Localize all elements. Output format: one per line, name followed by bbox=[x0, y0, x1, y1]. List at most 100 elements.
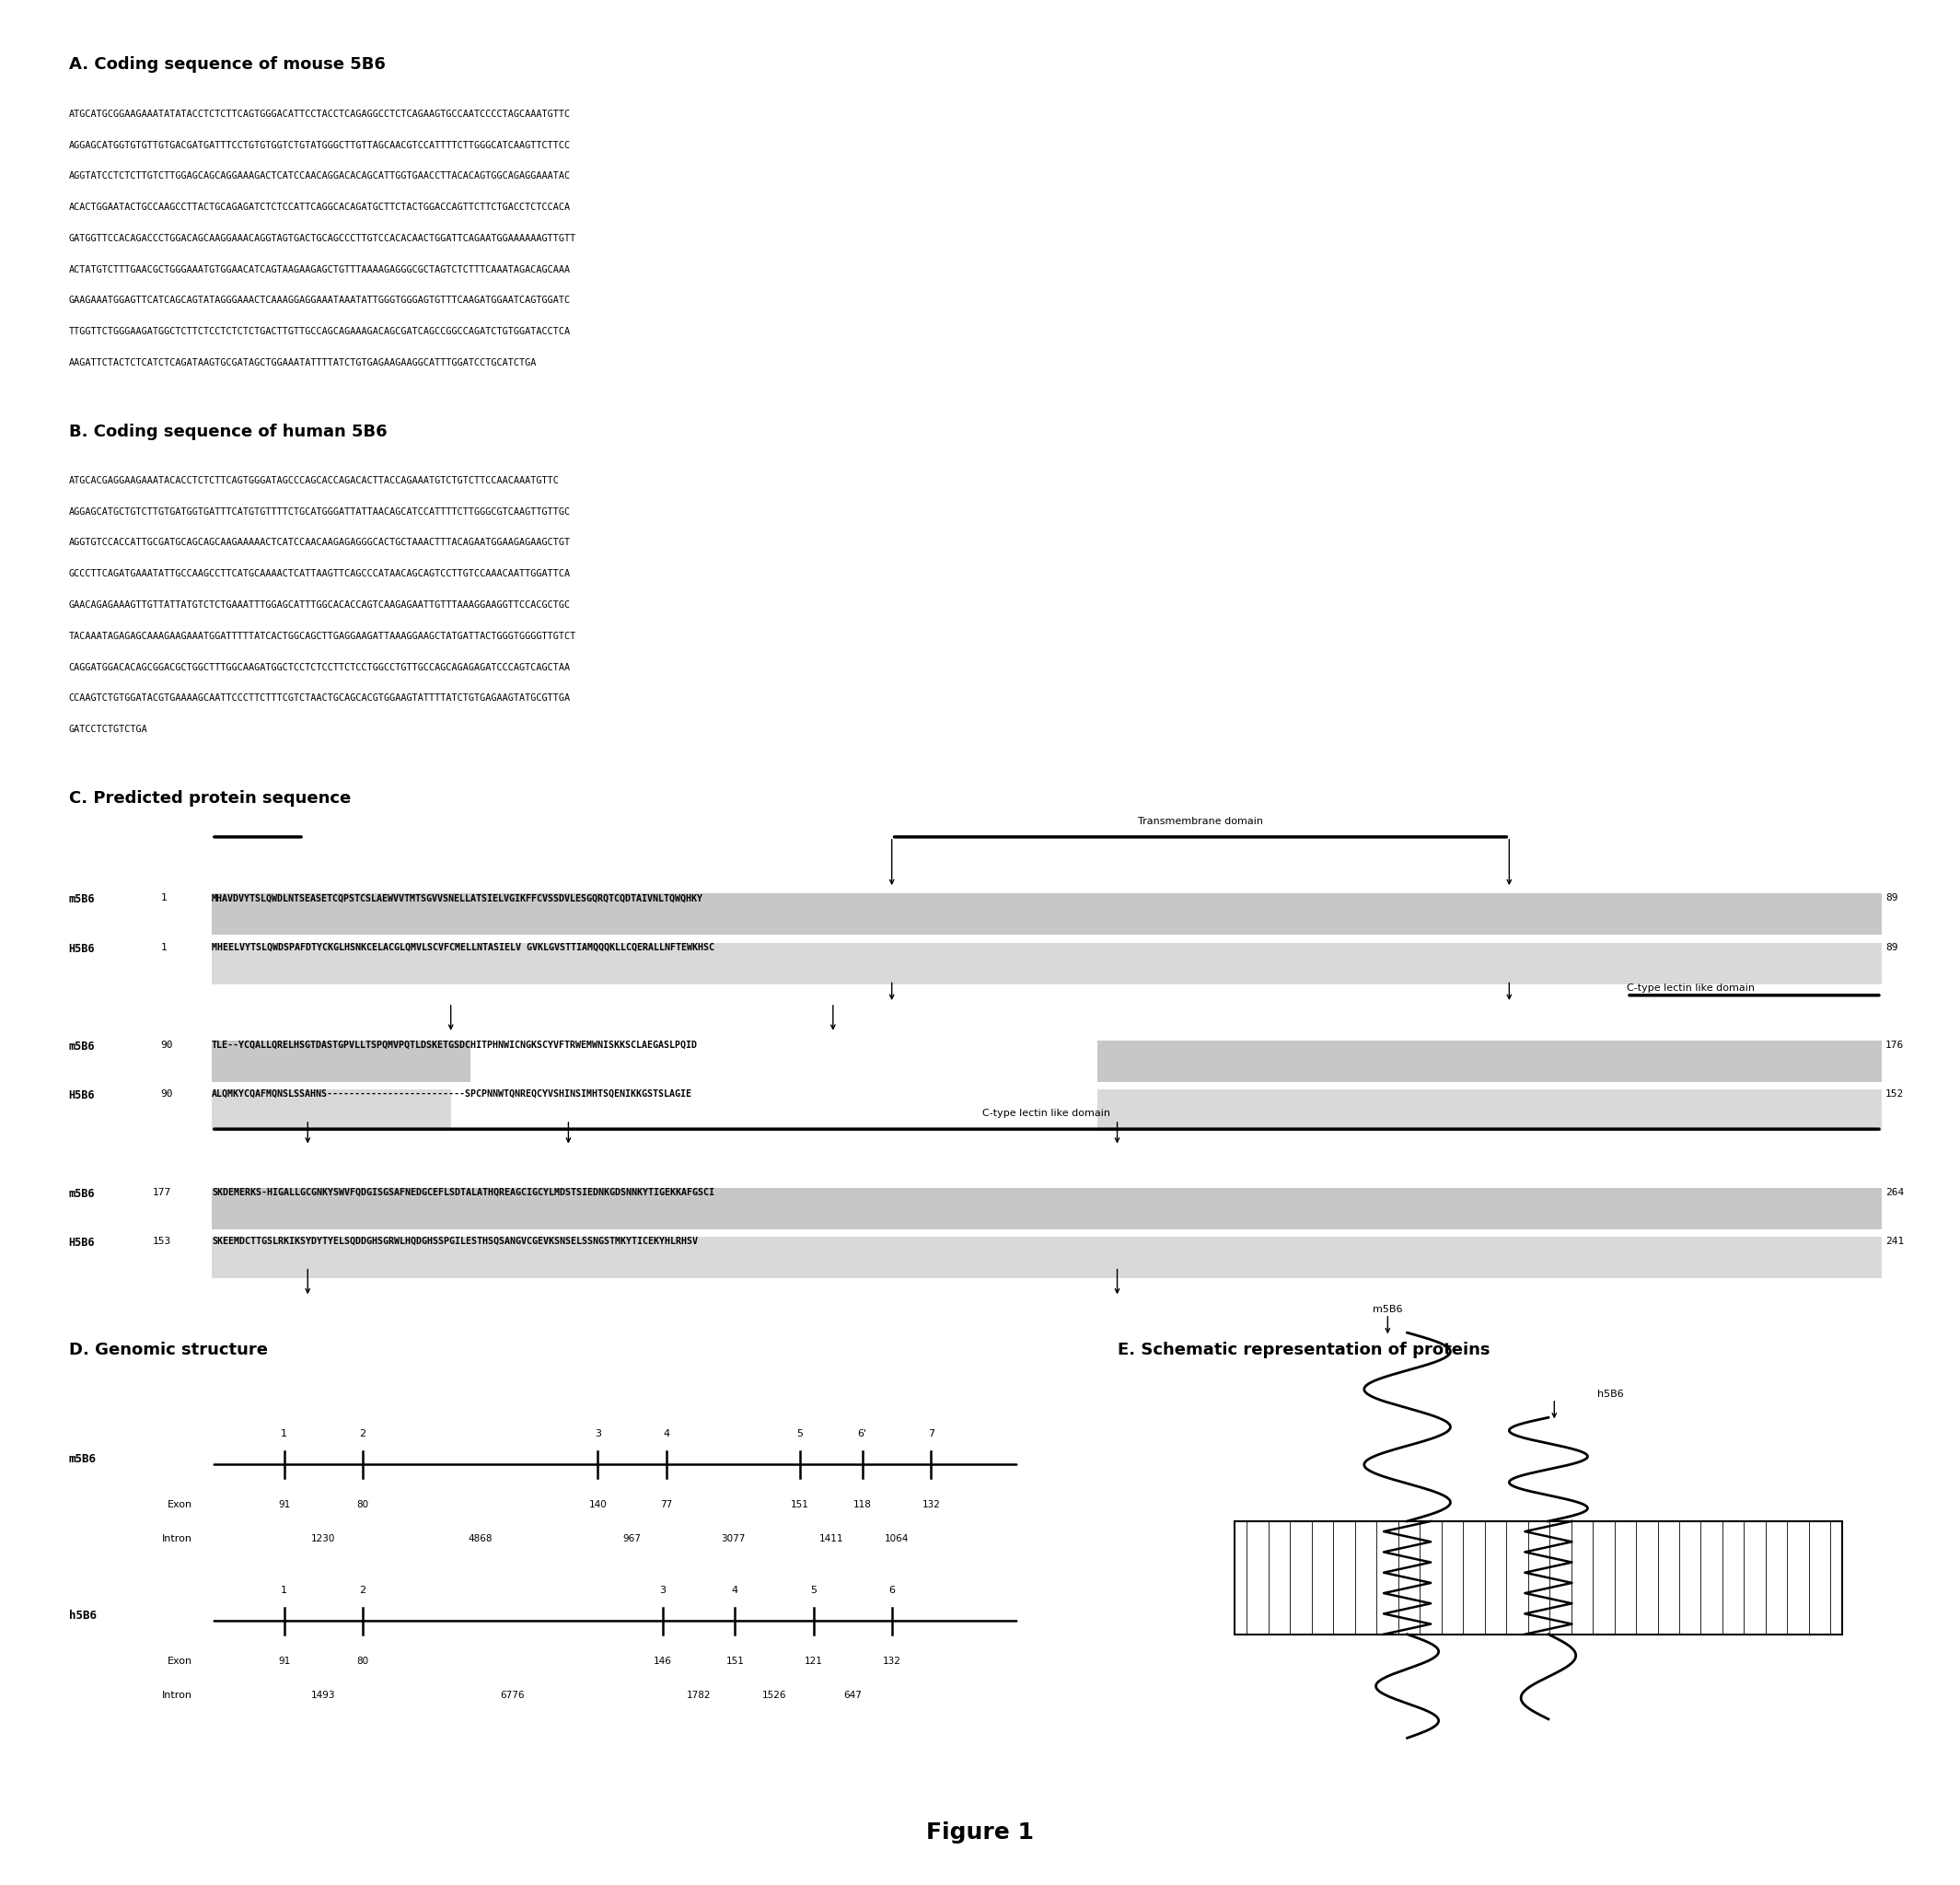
Text: SKEEMDCTTGSLRKIKSYDYTYELSQDDGHSGRWLHQDGHSSPGILESTHSQSANGVCGEVKSNSELSSNGSTMKYTICE: SKEEMDCTTGSLRKIKSYDYTYELSQDDGHSGRWLHQDGH… bbox=[212, 1237, 698, 1246]
Text: TLE--YCQALLQRELHSGTDASTGPVLLTSPQMVPQTLDSKETGSDCHITPHNWICNGKSCYVFTRWEMWNISKKSCLAE: TLE--YCQALLQRELHSGTDASTGPVLLTSPQMVPQTLDS… bbox=[212, 1041, 698, 1050]
Text: 3: 3 bbox=[594, 1429, 602, 1438]
Text: h5B6: h5B6 bbox=[1597, 1389, 1625, 1399]
Text: MHAVDVYTSLQWDLNTSEASETCQPSTCSLAEWVVTMTSGVVSNELLATSIELVGIKFFCVSSDVLESGQRQTCQDTAIV: MHAVDVYTSLQWDLNTSEASETCQPSTCSLAEWVVTMTSG… bbox=[212, 893, 704, 903]
Text: m5B6: m5B6 bbox=[69, 1041, 94, 1052]
Text: AAGATTCTACTCTCATCTCAGATAAGTGCGATAGCTGGAAATATTTTATCTGTGAGAAGAAGGCATTTGGATCCTGCATC: AAGATTCTACTCTCATCTCAGATAAGTGCGATAGCTGGAA… bbox=[69, 358, 537, 368]
Text: 90: 90 bbox=[161, 1041, 172, 1050]
Text: Figure 1: Figure 1 bbox=[927, 1821, 1033, 1844]
Text: 121: 121 bbox=[804, 1657, 823, 1666]
Text: H5B6: H5B6 bbox=[69, 1090, 94, 1101]
Text: Exon: Exon bbox=[167, 1500, 192, 1510]
Text: 146: 146 bbox=[653, 1657, 672, 1666]
Text: 89: 89 bbox=[1886, 942, 1897, 952]
Text: 1: 1 bbox=[161, 893, 167, 903]
Text: 7: 7 bbox=[927, 1429, 935, 1438]
Text: AGGTATCCTCTCTTGTCTTGGAGCAGCAGGAAAGACTCATCCAACAGGACACAGCATTGGTGAACCTTACACAGTGGCAG: AGGTATCCTCTCTTGTCTTGGAGCAGCAGGAAAGACTCAT… bbox=[69, 172, 570, 181]
Text: 91: 91 bbox=[278, 1657, 290, 1666]
Bar bbox=[1235, 1521, 1842, 1634]
Text: 4868: 4868 bbox=[468, 1534, 492, 1544]
Bar bbox=[1098, 1090, 1882, 1131]
Text: 1526: 1526 bbox=[762, 1691, 786, 1700]
Text: 90: 90 bbox=[161, 1090, 172, 1099]
Text: 4: 4 bbox=[662, 1429, 670, 1438]
Text: 2: 2 bbox=[359, 1429, 367, 1438]
Text: E. Schematic representation of proteins: E. Schematic representation of proteins bbox=[1117, 1342, 1490, 1359]
Bar bbox=[212, 893, 1882, 935]
Text: 118: 118 bbox=[853, 1500, 872, 1510]
Text: 153: 153 bbox=[153, 1237, 172, 1246]
Text: 132: 132 bbox=[882, 1657, 902, 1666]
Text: m5B6: m5B6 bbox=[1372, 1304, 1403, 1314]
Text: 3: 3 bbox=[659, 1585, 666, 1595]
Text: 6': 6' bbox=[858, 1429, 866, 1438]
Text: 647: 647 bbox=[843, 1691, 862, 1700]
Text: GATCCTCTGTCTGA: GATCCTCTGTCTGA bbox=[69, 726, 147, 733]
Text: TTGGTTCTGGGAAGATGGCTCTTCTCCTCTCTCTGACTTGTTGCCAGCAGAAAGACAGCGATCAGCCGGCCAGATCTGTG: TTGGTTCTGGGAAGATGGCTCTTCTCCTCTCTCTGACTTG… bbox=[69, 328, 570, 336]
Text: C. Predicted protein sequence: C. Predicted protein sequence bbox=[69, 790, 351, 807]
Text: SKDEMERKS-HIGALLGCGNKYSWVFQDGISGSAFNEDGCEFLSDTALATHQREAGCIGCYLMDSTSIEDNKGDSNNKYT: SKDEMERKS-HIGALLGCGNKYSWVFQDGISGSAFNEDGC… bbox=[212, 1188, 713, 1197]
Bar bbox=[1098, 1041, 1882, 1082]
Bar bbox=[212, 1090, 451, 1131]
Text: Transmembrane domain: Transmembrane domain bbox=[1139, 816, 1262, 826]
Text: h5B6: h5B6 bbox=[69, 1610, 96, 1621]
Text: C-type lectin like domain: C-type lectin like domain bbox=[982, 1108, 1111, 1118]
Text: GCCCTTCAGATGAAATATTGCCAAGCCTTCATGCAAAACTCATTAAGTTCAGCCCATAACAGCAGTCCTTGTCCAAACAA: GCCCTTCAGATGAAATATTGCCAAGCCTTCATGCAAAACT… bbox=[69, 569, 570, 579]
Text: 5: 5 bbox=[796, 1429, 804, 1438]
Text: 132: 132 bbox=[921, 1500, 941, 1510]
Text: H5B6: H5B6 bbox=[69, 942, 94, 954]
Text: H5B6: H5B6 bbox=[69, 1237, 94, 1248]
Text: 77: 77 bbox=[661, 1500, 672, 1510]
Text: 1: 1 bbox=[280, 1585, 288, 1595]
Text: 91: 91 bbox=[278, 1500, 290, 1510]
Text: 6: 6 bbox=[888, 1585, 896, 1595]
Text: MHEELVYTSLQWDSPAFDTYCKGLHSNKCELACGLQMVLSCVFCMELLNTASIELV GVKLGVSTTIAMQQQKLLCQERA: MHEELVYTSLQWDSPAFDTYCKGLHSNKCELACGLQMVLS… bbox=[212, 942, 713, 952]
Text: TACAAATAGAGAGCAAAGAAGAAATGGATTTTTATCACTGGCAGCTTGAGGAAGATTAAAGGAAGCTATGATTACTGGGT: TACAAATAGAGAGCAAAGAAGAAATGGATTTTTATCACTG… bbox=[69, 631, 576, 641]
Text: 177: 177 bbox=[153, 1188, 172, 1197]
Text: 1411: 1411 bbox=[819, 1534, 843, 1544]
Text: 1: 1 bbox=[161, 942, 167, 952]
Text: 1064: 1064 bbox=[884, 1534, 909, 1544]
Bar bbox=[212, 942, 1882, 984]
Text: B. Coding sequence of human 5B6: B. Coding sequence of human 5B6 bbox=[69, 424, 386, 439]
Text: ACACTGGAATACTGCCAAGCCTTACTGCAGAGATCTCTCCATTCAGGCACAGATGCTTCTACTGGACCAGTTCTTCTGAC: ACACTGGAATACTGCCAAGCCTTACTGCAGAGATCTCTCC… bbox=[69, 204, 570, 211]
Text: 176: 176 bbox=[1886, 1041, 1905, 1050]
Text: 151: 151 bbox=[790, 1500, 809, 1510]
Text: 140: 140 bbox=[588, 1500, 608, 1510]
Bar bbox=[212, 1041, 470, 1082]
Text: GAACAGAGAAAGTTGTTATTATGTCTCTGAAATTTGGAGCATTTGGCACACCAGTCAAGAGAATTGTTTAAAGGAAGGTT: GAACAGAGAAAGTTGTTATTATGTCTCTGAAATTTGGAGC… bbox=[69, 601, 570, 609]
Text: ATGCACGAGGAAGAAATACACCTCTCTTCAGTGGGATAGCCCAGCACCAGACACTTACCAGAAATGTCTGTCTTCCAACA: ATGCACGAGGAAGAAATACACCTCTCTTCAGTGGGATAGC… bbox=[69, 477, 559, 484]
Text: m5B6: m5B6 bbox=[69, 893, 94, 905]
Text: Intron: Intron bbox=[161, 1691, 192, 1700]
Text: 152: 152 bbox=[1886, 1090, 1905, 1099]
Text: m5B6: m5B6 bbox=[69, 1188, 94, 1199]
Text: 5: 5 bbox=[809, 1585, 817, 1595]
Text: 151: 151 bbox=[725, 1657, 745, 1666]
Text: AGGTGTCCACCATTGCGATGCAGCAGCAAGAAAAACTCATCCAACAAGAGAGGGCACTGCTAAACTTTACAGAATGGAAG: AGGTGTCCACCATTGCGATGCAGCAGCAAGAAAAACTCAT… bbox=[69, 539, 570, 547]
Text: 241: 241 bbox=[1886, 1237, 1905, 1246]
Text: AGGAGCATGCTGTCTTGTGATGGTGATTTCATGTGTTTTCTGCATGGGATTATTAACAGCATCCATTTTCTTGGGCGTCA: AGGAGCATGCTGTCTTGTGATGGTGATTTCATGTGTTTTC… bbox=[69, 507, 570, 516]
Bar bbox=[212, 1237, 1882, 1278]
Text: m5B6: m5B6 bbox=[69, 1453, 96, 1465]
Text: CAGGATGGACACAGCGGACGCTGGCTTTGGCAAGATGGCTCCTCTCCTTCTCCTGGCCTGTTGCCAGCAGAGAGATCCCA: CAGGATGGACACAGCGGACGCTGGCTTTGGCAAGATGGCT… bbox=[69, 664, 570, 671]
Text: GAAGAAATGGAGTTCATCAGCAGTATAGGGAAACTCAAAGGAGGAAATAAATATTGGGTGGGAGTGTTTCAAGATGGAAT: GAAGAAATGGAGTTCATCAGCAGTATAGGGAAACTCAAAG… bbox=[69, 296, 570, 305]
Bar bbox=[212, 1188, 1882, 1229]
Text: ALQMKYCQAFMQNSLSSAHNS-------------------------SPCPNNWTQNREQCYVSHINSIMHTSQENIKKGS: ALQMKYCQAFMQNSLSSAHNS-------------------… bbox=[212, 1090, 692, 1099]
Text: 3077: 3077 bbox=[721, 1534, 745, 1544]
Text: 1782: 1782 bbox=[686, 1691, 711, 1700]
Text: ATGCATGCGGAAGAAATATATACCTCTCTTCAGTGGGACATTCCTACCTCAGAGGCCTCTCAGAAGTGCCAATCCCCTAG: ATGCATGCGGAAGAAATATATACCTCTCTTCAGTGGGACA… bbox=[69, 109, 570, 119]
Text: 1230: 1230 bbox=[312, 1534, 335, 1544]
Text: Exon: Exon bbox=[167, 1657, 192, 1666]
Text: C-type lectin like domain: C-type lectin like domain bbox=[1627, 984, 1754, 992]
Text: 2: 2 bbox=[359, 1585, 367, 1595]
Text: 80: 80 bbox=[357, 1500, 368, 1510]
Text: Intron: Intron bbox=[161, 1534, 192, 1544]
Text: 89: 89 bbox=[1886, 893, 1897, 903]
Text: 1493: 1493 bbox=[312, 1691, 335, 1700]
Text: 80: 80 bbox=[357, 1657, 368, 1666]
Text: AGGAGCATGGTGTGTTGTGACGATGATTTCCTGTGTGGTCTGTATGGGCTTGTTAGCAACGTCCATTTTCTTGGGCATCA: AGGAGCATGGTGTGTTGTGACGATGATTTCCTGTGTGGTC… bbox=[69, 141, 570, 149]
Text: GATGGTTCCACAGACCCTGGACAGCAAGGAAACAGGTAGTGACTGCAGCCCTTGTCCACACAACTGGATTCAGAATGGAA: GATGGTTCCACAGACCCTGGACAGCAAGGAAACAGGTAGT… bbox=[69, 234, 576, 243]
Text: CCAAGTCTGTGGATACGTGAAAAGCAATTCCCTTCTTTCGTCTAACTGCAGCACGTGGAAGTATTTTATCTGTGAGAAGT: CCAAGTCTGTGGATACGTGAAAAGCAATTCCCTTCTTTCG… bbox=[69, 694, 570, 703]
Text: 264: 264 bbox=[1886, 1188, 1905, 1197]
Text: 1: 1 bbox=[280, 1429, 288, 1438]
Text: A. Coding sequence of mouse 5B6: A. Coding sequence of mouse 5B6 bbox=[69, 57, 386, 74]
